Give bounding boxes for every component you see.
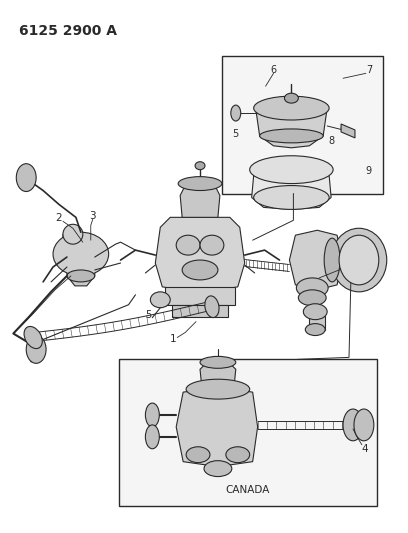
Ellipse shape bbox=[343, 409, 363, 441]
Ellipse shape bbox=[254, 185, 329, 209]
Ellipse shape bbox=[151, 292, 170, 308]
Ellipse shape bbox=[296, 278, 328, 298]
Ellipse shape bbox=[324, 238, 340, 282]
Polygon shape bbox=[67, 254, 95, 286]
Ellipse shape bbox=[63, 224, 83, 244]
Polygon shape bbox=[176, 387, 257, 466]
Ellipse shape bbox=[195, 161, 205, 169]
Text: 8: 8 bbox=[328, 136, 334, 146]
Ellipse shape bbox=[186, 379, 250, 399]
Ellipse shape bbox=[331, 228, 387, 292]
Bar bbox=[309, 316, 325, 329]
Ellipse shape bbox=[339, 235, 379, 285]
Text: 7: 7 bbox=[366, 66, 372, 75]
Ellipse shape bbox=[204, 461, 232, 477]
Ellipse shape bbox=[200, 357, 236, 368]
Ellipse shape bbox=[231, 105, 241, 121]
Ellipse shape bbox=[303, 304, 327, 320]
Ellipse shape bbox=[176, 235, 200, 255]
Polygon shape bbox=[155, 217, 245, 293]
Ellipse shape bbox=[145, 425, 159, 449]
Ellipse shape bbox=[67, 270, 95, 282]
Polygon shape bbox=[63, 234, 83, 256]
Ellipse shape bbox=[53, 232, 109, 276]
Polygon shape bbox=[200, 359, 236, 389]
Text: 5: 5 bbox=[233, 129, 239, 139]
Ellipse shape bbox=[298, 290, 326, 306]
Text: 1: 1 bbox=[170, 335, 177, 344]
Bar bbox=[119, 359, 377, 506]
Ellipse shape bbox=[250, 156, 333, 183]
Ellipse shape bbox=[178, 176, 222, 190]
Ellipse shape bbox=[205, 296, 219, 318]
Ellipse shape bbox=[145, 403, 159, 427]
Polygon shape bbox=[341, 124, 355, 138]
Text: CANADA: CANADA bbox=[226, 486, 270, 496]
Bar bbox=[165, 287, 235, 305]
Ellipse shape bbox=[354, 409, 374, 441]
Text: 6125 2900 A: 6125 2900 A bbox=[19, 23, 117, 38]
Ellipse shape bbox=[16, 164, 36, 191]
Ellipse shape bbox=[186, 447, 210, 463]
Ellipse shape bbox=[254, 96, 329, 120]
Ellipse shape bbox=[305, 324, 325, 336]
Text: 3: 3 bbox=[89, 212, 96, 221]
Polygon shape bbox=[180, 181, 220, 217]
Polygon shape bbox=[256, 108, 327, 148]
Ellipse shape bbox=[26, 336, 46, 364]
Polygon shape bbox=[289, 230, 342, 290]
Text: 4: 4 bbox=[361, 444, 368, 454]
Bar bbox=[172, 305, 228, 317]
Ellipse shape bbox=[24, 326, 42, 349]
Ellipse shape bbox=[259, 129, 323, 143]
Text: 9: 9 bbox=[366, 166, 372, 176]
Text: 2: 2 bbox=[55, 213, 62, 223]
Ellipse shape bbox=[182, 260, 218, 280]
Polygon shape bbox=[252, 175, 331, 209]
Bar bbox=[222, 56, 383, 193]
Text: 6: 6 bbox=[271, 66, 277, 75]
Text: 5: 5 bbox=[145, 310, 151, 320]
Bar bbox=[357, 413, 367, 437]
Ellipse shape bbox=[226, 447, 250, 463]
Text: 4: 4 bbox=[370, 251, 376, 261]
Ellipse shape bbox=[200, 235, 224, 255]
Ellipse shape bbox=[284, 93, 298, 103]
